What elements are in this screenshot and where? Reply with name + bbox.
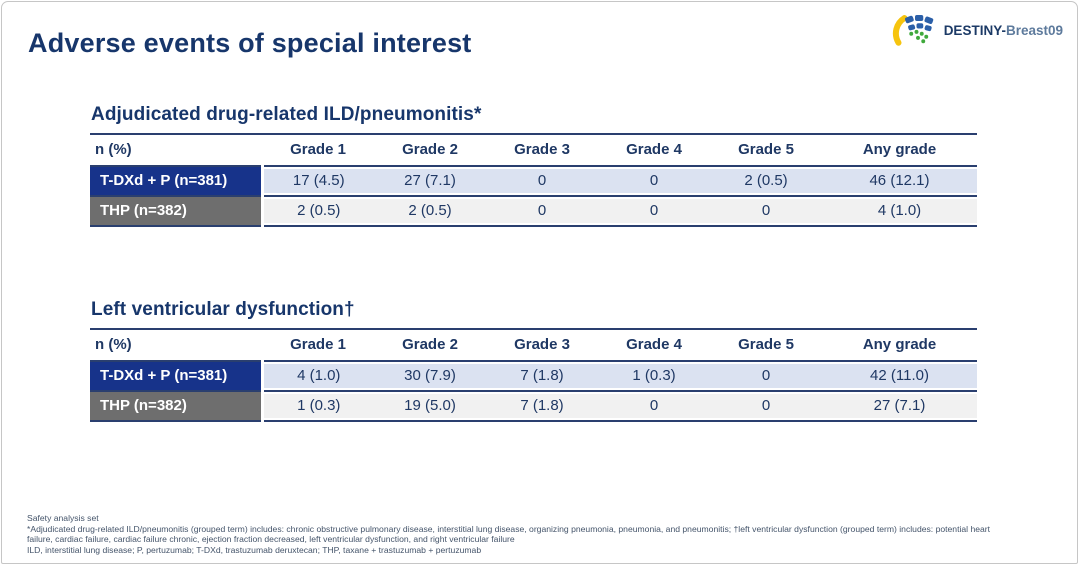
table-cell: 46 (12.1) — [822, 166, 977, 197]
table-section-ild-pneumonitis: Adjudicated drug-related ILD/pneumonitis… — [90, 104, 977, 227]
column-header: Grade 2 — [374, 329, 486, 362]
footnote-line: failure, cardiac failure, cardiac failur… — [27, 534, 515, 544]
table-cell: 42 (11.0) — [822, 361, 977, 392]
column-header: Grade 3 — [486, 329, 598, 362]
table-cell: 4 (1.0) — [822, 196, 977, 227]
table-row: THP (n=382) 2 (0.5) 2 (0.5) 0 0 0 4 (1.0… — [90, 196, 977, 227]
table-cell: 0 — [598, 391, 710, 422]
logo-text: DESTINY-Breast09 — [944, 23, 1063, 38]
footnote-line: ILD, interstitial lung disease; P, pertu… — [27, 544, 482, 555]
column-header: n (%) — [90, 329, 262, 362]
row-label: THP (n=382) — [90, 391, 264, 422]
logo-brand-light: Breast09 — [1005, 22, 1063, 38]
ild-pneumonitis-table: n (%) Grade 1 Grade 2 Grade 3 Grade 4 Gr… — [90, 133, 977, 227]
column-header: Grade 1 — [262, 329, 374, 362]
column-header: Any grade — [822, 329, 977, 362]
table-cell: 17 (4.5) — [262, 166, 374, 197]
column-header: Grade 2 — [374, 134, 486, 167]
column-header: Grade 4 — [598, 134, 710, 167]
column-header: Grade 1 — [262, 134, 374, 167]
table-row: T-DXd + P (n=381) 4 (1.0) 30 (7.9) 7 (1.… — [90, 361, 977, 392]
table-cell: 0 — [486, 166, 598, 197]
logo: DESTINY-Breast09 — [891, 14, 1063, 46]
table-cell: 2 (0.5) — [262, 196, 374, 227]
table-cell: 27 (7.1) — [374, 166, 486, 197]
table-heading-lvd: Left ventricular dysfunction† — [91, 299, 355, 320]
row-label: T-DXd + P (n=381) — [90, 166, 264, 197]
footnote-line: Safety analysis set — [27, 513, 99, 523]
table-header-row: n (%) Grade 1 Grade 2 Grade 3 Grade 4 Gr… — [90, 329, 977, 362]
column-header: Grade 5 — [710, 134, 822, 167]
table-heading-ild: Adjudicated drug-related ILD/pneumonitis… — [91, 104, 482, 125]
footnote-line: *Adjudicated drug-related ILD/pneumoniti… — [27, 523, 991, 534]
table-row: THP (n=382) 1 (0.3) 19 (5.0) 7 (1.8) 0 0… — [90, 391, 977, 422]
table-cell: 30 (7.9) — [374, 361, 486, 392]
table-cell: 1 (0.3) — [262, 391, 374, 422]
table-cell: 2 (0.5) — [374, 196, 486, 227]
destiny-breast09-logo-icon — [892, 15, 933, 46]
lv-dysfunction-table: n (%) Grade 1 Grade 2 Grade 3 Grade 4 Gr… — [90, 328, 977, 422]
table-cell: 1 (0.3) — [598, 361, 710, 392]
table-cell: 0 — [710, 196, 822, 227]
row-label: THP (n=382) — [90, 196, 264, 227]
table-row: T-DXd + P (n=381) 17 (4.5) 27 (7.1) 0 0 … — [90, 166, 977, 197]
table-cell: 0 — [710, 391, 822, 422]
column-header: Any grade — [822, 134, 977, 167]
column-header: n (%) — [90, 134, 262, 167]
table-cell: 7 (1.8) — [486, 391, 598, 422]
table-cell: 0 — [598, 196, 710, 227]
column-header: Grade 5 — [710, 329, 822, 362]
footnotes: Safety analysis set *Adjudicated drug-re… — [27, 513, 990, 555]
table-cell: 7 (1.8) — [486, 361, 598, 392]
table-cell: 0 — [486, 196, 598, 227]
table-cell: 27 (7.1) — [822, 391, 977, 422]
table-section-lv-dysfunction: Left ventricular dysfunction† n (%) Grad… — [90, 299, 977, 422]
column-header: Grade 3 — [486, 134, 598, 167]
table-cell: 4 (1.0) — [262, 361, 374, 392]
row-label: T-DXd + P (n=381) — [90, 361, 264, 392]
logo-brand-bold: DESTINY- — [943, 22, 1006, 38]
column-header: Grade 4 — [598, 329, 710, 362]
table-cell: 0 — [710, 361, 822, 392]
table-header-row: n (%) Grade 1 Grade 2 Grade 3 Grade 4 Gr… — [90, 134, 977, 167]
table-cell: 2 (0.5) — [710, 166, 822, 197]
page-title: Adverse events of special interest — [28, 28, 472, 58]
table-cell: 0 — [598, 166, 710, 197]
table-cell: 19 (5.0) — [374, 391, 486, 422]
